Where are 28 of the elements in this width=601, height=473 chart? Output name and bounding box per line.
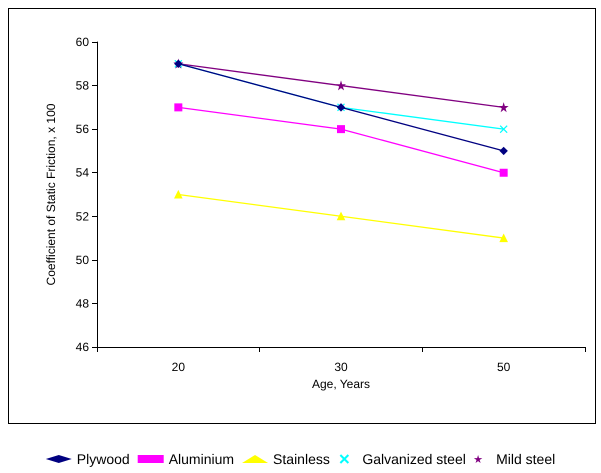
y-tick-label: 58 [76,78,90,93]
point [337,125,345,134]
legend-label: Plywood [76,451,130,467]
y-tick-label: 52 [76,209,90,224]
point [500,168,508,177]
point [500,125,508,134]
legend-label: Galvanized steel [362,451,466,467]
x-tick-label: 20 [172,360,186,374]
point [174,190,182,198]
y-tick-label: 48 [76,296,90,310]
x-tick-label: 50 [496,360,511,374]
x-axis-title: Age, Years [312,376,370,391]
y-tick-label: 46 [76,340,90,354]
y-axis-title: Coefficient of Static Friction, x 100 [44,103,58,286]
point [500,103,508,112]
x-tick-label: 30 [334,360,348,374]
y-tick-label: 56 [76,122,90,136]
y-tick-label: 54 [76,166,90,180]
point [500,234,508,242]
point [500,146,508,155]
point [337,82,345,90]
point [174,103,182,112]
point [337,212,345,220]
legend-label: Aluminium [168,451,234,467]
y-tick-label: 60 [76,35,90,49]
legend-label: Stainless [273,451,330,467]
y-tick-label: 50 [76,252,90,267]
legend-label: Mild steel [496,451,556,467]
